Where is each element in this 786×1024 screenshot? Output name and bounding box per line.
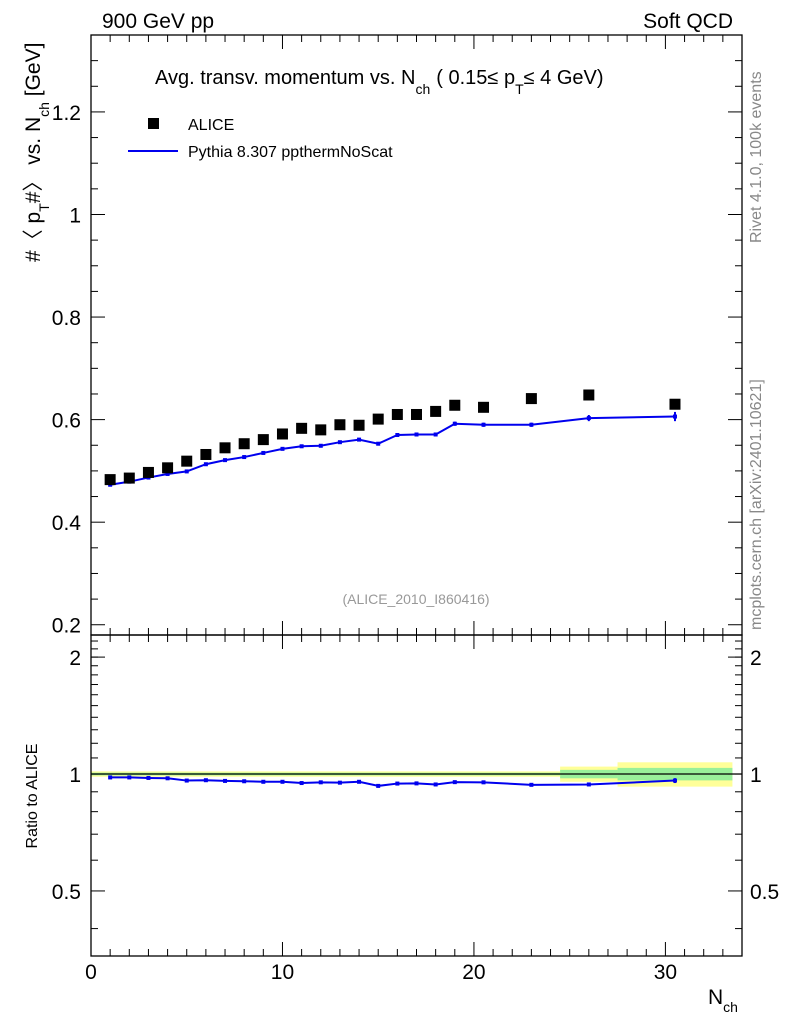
alice-point bbox=[353, 419, 365, 431]
ratio-point bbox=[357, 779, 362, 784]
ratio-y-tick-label-right: 0.5 bbox=[750, 881, 779, 904]
pythia-point bbox=[376, 441, 381, 446]
pythia-point bbox=[481, 422, 486, 427]
ratio-point bbox=[395, 781, 400, 786]
main-y-tick-label: 0.4 bbox=[52, 512, 82, 535]
ratio-point bbox=[280, 779, 285, 784]
main-y-tick-label: 1.2 bbox=[52, 102, 81, 125]
legend-alice-marker bbox=[148, 118, 159, 129]
ratio-point bbox=[261, 779, 266, 784]
pythia-point bbox=[357, 437, 362, 442]
main-y-tick-label: 0.6 bbox=[52, 410, 81, 433]
alice-point bbox=[525, 393, 537, 405]
pythia-point bbox=[184, 469, 189, 474]
alice-point bbox=[391, 408, 403, 420]
ratio-point bbox=[146, 775, 151, 780]
alice-point bbox=[478, 401, 490, 413]
ratio-point bbox=[672, 778, 677, 783]
ratio-y-tick-label-right: 1 bbox=[750, 764, 762, 787]
rivet-label: Rivet 4.1.0, 100k events bbox=[748, 71, 765, 243]
pythia-point bbox=[165, 471, 170, 476]
alice-point bbox=[104, 474, 116, 486]
source-label: mcplots.cern.ch [arXiv:2401.10621] bbox=[748, 379, 765, 630]
pythia-point bbox=[337, 440, 342, 445]
ratio-point bbox=[318, 780, 323, 785]
pythia-point bbox=[395, 433, 400, 437]
alice-point bbox=[430, 405, 442, 417]
main-y-tick-label: 0.2 bbox=[52, 615, 81, 638]
pythia-point bbox=[414, 432, 419, 437]
alice-point bbox=[315, 424, 327, 436]
ratio-y-tick-label-right: 2 bbox=[750, 647, 762, 670]
pythia-point bbox=[586, 416, 591, 421]
pythia-point bbox=[529, 422, 534, 427]
pythia-point bbox=[318, 443, 323, 448]
ratio-y-tick-label: 1 bbox=[69, 764, 81, 787]
alice-point bbox=[411, 408, 422, 420]
x-axis-label: Nch bbox=[708, 986, 738, 1015]
legend-alice-label: ALICE bbox=[188, 117, 234, 134]
alice-point bbox=[276, 428, 288, 440]
ratio-point bbox=[433, 782, 438, 787]
pythia-line bbox=[109, 415, 676, 486]
analysis-tag: (ALICE_2010_I860416) bbox=[342, 591, 489, 607]
alice-point bbox=[200, 448, 212, 460]
x-tick-label: 10 bbox=[271, 961, 294, 984]
alice-point bbox=[334, 419, 346, 431]
x-tick-label: 20 bbox=[462, 961, 485, 984]
ratio-point bbox=[376, 783, 381, 788]
ratio-point bbox=[337, 780, 342, 785]
pythia-point bbox=[433, 432, 438, 437]
alice-point bbox=[219, 442, 231, 454]
ratio-point bbox=[414, 781, 419, 786]
plot-title: Avg. transv. momentum vs. Nch( 0.15≤ pT≤… bbox=[155, 67, 604, 97]
alice-point bbox=[142, 466, 154, 478]
main-y-tick-label: 0.8 bbox=[52, 307, 81, 330]
category-label: Soft QCD bbox=[643, 10, 733, 33]
ratio-point bbox=[242, 779, 247, 784]
ratio-point bbox=[529, 782, 534, 787]
x-tick-label: 30 bbox=[654, 961, 677, 984]
legend: ALICE Pythia 8.307 ppthermNoScat bbox=[128, 117, 393, 161]
ratio-y-axis-label: Ratio to ALICE bbox=[24, 744, 41, 849]
alice-point bbox=[372, 413, 384, 425]
ratio-frame bbox=[90, 634, 743, 957]
alice-point bbox=[257, 434, 269, 446]
ratio-point bbox=[127, 775, 132, 780]
alice-point bbox=[296, 422, 308, 434]
energy-label: 900 GeV pp bbox=[102, 10, 214, 33]
main-y-tick-label: 1 bbox=[69, 204, 81, 227]
legend-pythia-label: Pythia 8.307 ppthermNoScat bbox=[188, 144, 393, 161]
pythia-point bbox=[242, 455, 247, 460]
ratio-point bbox=[184, 778, 189, 783]
ratio-point bbox=[299, 781, 304, 786]
alice-point bbox=[181, 455, 193, 467]
alice-point bbox=[162, 462, 174, 474]
pythia-point bbox=[223, 458, 228, 463]
ratio-point bbox=[203, 778, 208, 783]
ratio-y-tick-label: 2 bbox=[69, 647, 81, 670]
x-tick-label: 0 bbox=[85, 961, 97, 984]
alice-point bbox=[238, 438, 250, 450]
ratio-point bbox=[481, 780, 486, 785]
ratio-point bbox=[586, 782, 591, 787]
pythia-point bbox=[452, 421, 457, 426]
alice-point bbox=[583, 389, 595, 401]
pythia-point bbox=[261, 450, 266, 455]
ratio-point bbox=[223, 778, 228, 783]
alice-point bbox=[123, 472, 135, 484]
main-y-axis-label: #〈 pT#〉 vs. Nch [GeV] bbox=[22, 43, 52, 262]
ratio-y-tick-label: 0.5 bbox=[52, 881, 81, 904]
ratio-point bbox=[108, 775, 113, 780]
pythia-point bbox=[280, 446, 285, 451]
alice-point bbox=[669, 398, 681, 410]
pythia-point bbox=[672, 414, 677, 419]
ratio-point bbox=[165, 776, 170, 781]
pythia-point bbox=[299, 444, 304, 449]
alice-point bbox=[449, 399, 461, 411]
ratio-point bbox=[452, 780, 457, 785]
pythia-point bbox=[203, 462, 208, 467]
